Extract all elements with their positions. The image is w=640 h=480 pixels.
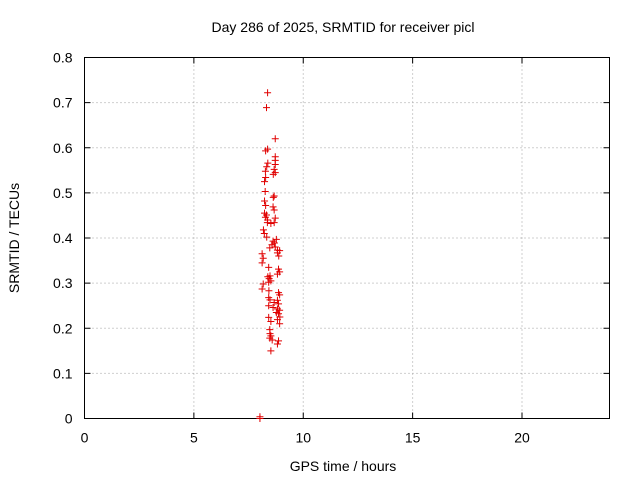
y-tick-label: 0.8: [53, 50, 73, 66]
data-point: [264, 159, 272, 167]
data-point: [258, 259, 266, 267]
y-tick-label: 0.5: [53, 185, 73, 201]
data-point: [261, 197, 269, 205]
data-point: [270, 192, 278, 200]
data-point: [270, 165, 278, 173]
data-point: [265, 313, 273, 321]
data-point: [271, 160, 279, 168]
data-point: [256, 415, 264, 422]
y-tick-label: 0.4: [53, 230, 73, 246]
data-point: [265, 278, 273, 286]
data-point: [269, 303, 277, 311]
data-point: [273, 340, 281, 348]
axis-ticks: 0 0.1 0.2 0.3 0.4 0.5 0.6 0.7 0.8 0 5 10 15 20: [53, 50, 610, 446]
data-point: [260, 229, 268, 237]
data-point: [262, 202, 270, 210]
data-point: [273, 316, 281, 324]
data-point: [262, 174, 270, 182]
data-point: [271, 214, 279, 222]
y-tick-label: 0.2: [53, 320, 73, 336]
data-point: [275, 300, 283, 308]
data-point: [270, 299, 278, 307]
data-point: [261, 167, 269, 175]
plot-frame: [84, 57, 610, 419]
chart-title: Day 286 of 2025, SRMTID for receiver pic…: [212, 19, 475, 35]
data-point: [266, 296, 274, 304]
data-point: [258, 285, 266, 293]
y-tick-label: 0.7: [53, 95, 73, 111]
data-point: [270, 206, 278, 214]
data-point: [275, 310, 283, 318]
data-point: [273, 249, 281, 257]
data-point: [263, 233, 271, 241]
data-point: [259, 226, 267, 234]
data-point: [267, 220, 275, 228]
data-point: [269, 203, 277, 211]
data-point: [264, 89, 272, 97]
y-tick-label: 0.3: [53, 275, 73, 291]
grid-lines: [84, 57, 610, 419]
data-point: [272, 235, 280, 243]
y-tick-label: 0.1: [53, 365, 73, 381]
data-point: [268, 336, 276, 344]
data-point: [261, 178, 269, 186]
data-point: [265, 287, 273, 295]
data-point: [269, 170, 277, 178]
y-tick-label: 0: [65, 411, 73, 427]
data-point: [269, 237, 277, 245]
data-point: [263, 104, 270, 112]
data-point: [265, 263, 273, 271]
data-point: [261, 188, 269, 196]
data-point: [264, 273, 272, 281]
x-tick-label: 0: [81, 430, 89, 446]
x-tick-label: 15: [405, 430, 421, 446]
data-point: [276, 320, 284, 328]
data-point: [259, 254, 267, 262]
data-point: [267, 347, 275, 355]
data-point: [266, 244, 274, 252]
data-point: [265, 302, 273, 310]
data-point: [270, 219, 278, 227]
data-point: [263, 163, 271, 171]
y-tick-label: 0.6: [53, 140, 73, 156]
x-tick-label: 20: [514, 430, 530, 446]
data-point: [271, 135, 279, 143]
data-point: [259, 280, 267, 288]
data-point: [275, 252, 283, 260]
data-point: [267, 317, 275, 325]
x-tick-label: 5: [190, 430, 198, 446]
y-axis-label: SRMTID / TECUs: [6, 183, 22, 293]
data-point: [258, 250, 266, 258]
x-tick-label: 10: [295, 430, 311, 446]
data-point: [263, 219, 271, 227]
data-points: [256, 89, 284, 422]
x-axis-label: GPS time / hours: [290, 458, 397, 474]
data-point: [269, 193, 277, 201]
data-point: [262, 147, 270, 155]
data-point: [273, 270, 281, 278]
data-point: [275, 337, 283, 345]
data-point: [276, 291, 284, 299]
